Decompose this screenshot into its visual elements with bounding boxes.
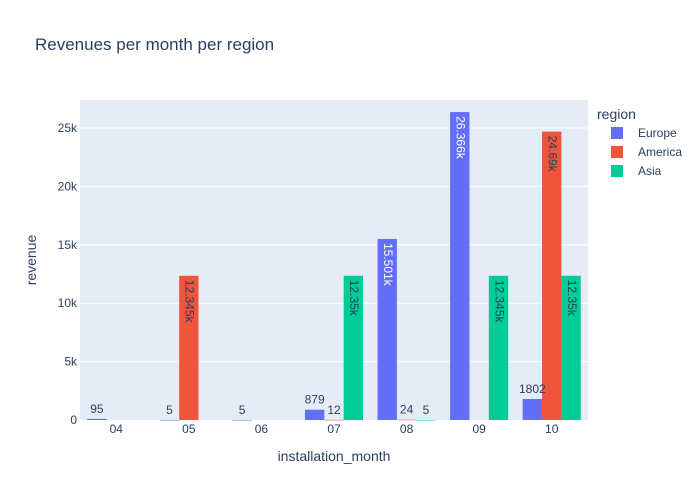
bar — [179, 275, 199, 420]
y-tick-label: 5k — [64, 355, 78, 369]
data-label: 5 — [166, 403, 173, 417]
y-axis-title: revenue — [23, 234, 39, 285]
legend-item-label: Asia — [638, 164, 662, 178]
bar — [396, 419, 417, 421]
x-axis-ticks: 04 05 06 07 08 09 10 — [110, 422, 559, 436]
y-tick-label: 25k — [58, 121, 78, 135]
data-label: 15.501k — [381, 243, 395, 287]
data-label: 24.69k — [546, 136, 560, 173]
bar — [542, 131, 562, 420]
data-label: 12.35k — [565, 280, 579, 317]
data-label: 26.366k — [454, 116, 468, 160]
x-tick-label: 10 — [545, 422, 559, 436]
data-label: 24 — [400, 403, 414, 417]
y-axis-ticks: 0 5k 10k 15k 20k 25k — [58, 121, 78, 427]
legend-item-label: Europe — [638, 126, 677, 140]
bar — [304, 409, 325, 420]
legend: region Europe America Asia — [597, 106, 682, 178]
data-label: 5 — [239, 403, 246, 417]
bar — [87, 418, 107, 420]
data-label: 12.345k — [183, 280, 197, 324]
bar — [232, 419, 252, 421]
bar — [159, 419, 180, 421]
bars — [87, 112, 581, 421]
y-tick-label: 10k — [58, 296, 78, 310]
legend-item-label: America — [638, 145, 682, 159]
x-tick-label: 06 — [255, 422, 269, 436]
bar — [561, 275, 581, 420]
plot-area — [80, 100, 588, 420]
bar — [324, 419, 344, 421]
data-label: 1802 — [519, 382, 546, 396]
y-tick-label: 15k — [58, 238, 78, 252]
data-label: 95 — [90, 402, 104, 416]
bar — [343, 275, 364, 420]
bar-labels: 95 5 5 879 15.501k 26.366k 1802 12.345k 12 24 24.6… — [90, 116, 579, 417]
bar — [416, 419, 436, 421]
x-tick-label: 05 — [182, 422, 196, 436]
chart-title: Revenues per month per region — [35, 35, 274, 54]
bar — [522, 398, 543, 420]
data-label: 5 — [423, 403, 430, 417]
x-tick-label: 07 — [327, 422, 341, 436]
bar — [450, 112, 470, 420]
data-label: 879 — [305, 393, 325, 407]
x-tick-label: 04 — [110, 422, 124, 436]
data-label: 12.345k — [492, 280, 506, 324]
x-tick-label: 08 — [400, 422, 414, 436]
x-tick-label: 09 — [472, 422, 486, 436]
data-label: 12.35k — [347, 280, 361, 317]
legend-title: region — [597, 106, 636, 122]
legend-swatch — [611, 127, 623, 139]
bar — [488, 275, 509, 420]
legend-swatch — [611, 165, 623, 177]
y-tick-label: 20k — [58, 179, 78, 193]
data-label: 12 — [327, 403, 341, 417]
legend-swatch — [611, 146, 623, 158]
x-axis-title: installation_month — [278, 448, 391, 464]
y-tick-label: 0 — [70, 413, 77, 427]
bar — [377, 238, 397, 420]
